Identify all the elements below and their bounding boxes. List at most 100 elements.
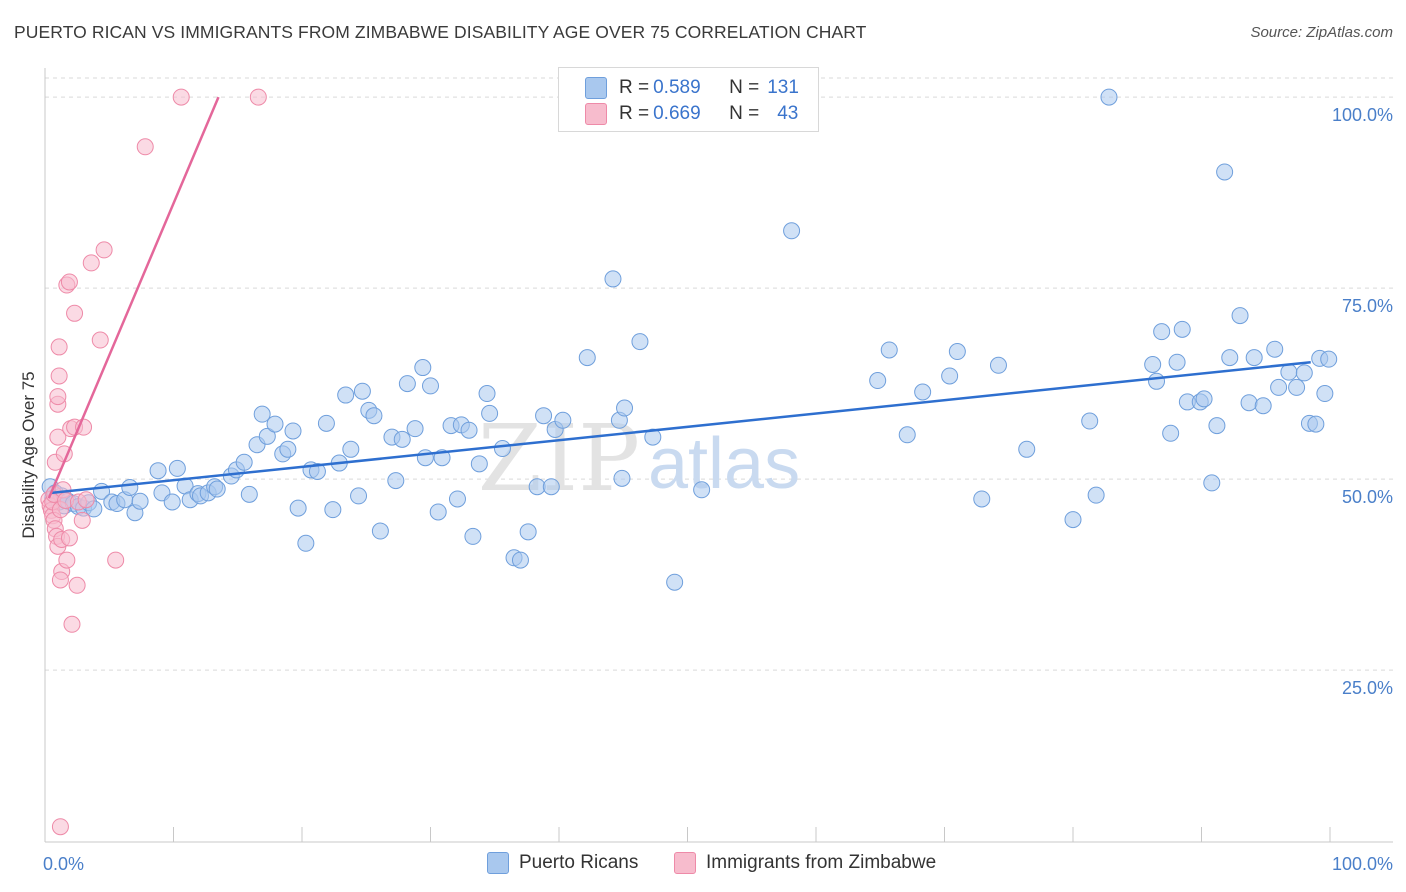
point-puerto-ricans <box>429 503 447 521</box>
point-puerto-ricans <box>393 430 411 448</box>
point-puerto-ricans <box>416 449 434 467</box>
point-puerto-ricans <box>464 527 482 545</box>
point-puerto-ricans <box>342 440 360 458</box>
point-puerto-ricans <box>554 411 572 429</box>
point-puerto-ricans <box>284 422 302 440</box>
point-puerto-ricans <box>1216 163 1234 181</box>
point-puerto-ricans <box>914 383 932 401</box>
point-puerto-ricans <box>131 492 149 510</box>
point-puerto-ricans <box>1280 363 1298 381</box>
point-puerto-ricans <box>1064 511 1082 529</box>
legend-r-value: 0.669 <box>653 103 701 124</box>
point-puerto-ricans <box>1266 340 1284 358</box>
point-puerto-ricans <box>1254 397 1272 415</box>
legend-swatch-blue <box>585 77 607 99</box>
point-puerto-ricans <box>1203 474 1221 492</box>
chart-title: PUERTO RICAN VS IMMIGRANTS FROM ZIMBABWE… <box>14 22 867 42</box>
point-puerto-ricans <box>317 414 335 432</box>
legend-swatch-pink <box>585 103 607 125</box>
point-zimbabwe <box>95 241 113 259</box>
y-tick-label: 100.0% <box>1332 105 1393 125</box>
axes <box>44 68 1393 843</box>
legend-r-label: R = <box>619 77 650 98</box>
point-zimbabwe <box>73 511 91 529</box>
point-puerto-ricans <box>1144 356 1162 373</box>
point-zimbabwe <box>50 367 68 385</box>
legend-r-label: R = <box>619 103 650 124</box>
point-puerto-ricans <box>631 333 649 351</box>
legend-r-value: 0.589 <box>653 77 701 98</box>
point-puerto-ricans <box>1018 440 1036 458</box>
point-puerto-ricans <box>989 356 1007 374</box>
series-immigrants-from-zimbabwe <box>40 88 267 836</box>
y-axis-label: Disability Age Over 75 <box>19 371 38 538</box>
point-puerto-ricans <box>1087 486 1105 504</box>
point-puerto-ricans <box>460 421 478 439</box>
point-puerto-ricans <box>1148 372 1166 390</box>
point-puerto-ricans <box>542 478 560 496</box>
point-puerto-ricans <box>289 499 307 517</box>
point-zimbabwe <box>68 576 86 594</box>
point-puerto-ricans <box>1320 350 1338 368</box>
point-puerto-ricans <box>616 399 634 417</box>
point-puerto-ricans <box>253 405 271 423</box>
point-puerto-ricans <box>666 573 684 591</box>
point-puerto-ricans <box>121 479 139 497</box>
legend-label: Immigrants from Zimbabwe <box>706 852 937 873</box>
point-zimbabwe <box>50 338 68 356</box>
point-zimbabwe <box>91 331 109 349</box>
point-puerto-ricans <box>163 493 181 511</box>
legend-row-puerto-ricans: R = 0.589 N = 131 <box>585 76 799 100</box>
point-zimbabwe <box>66 304 84 322</box>
point-puerto-ricans <box>519 523 537 541</box>
source-label: Source: ZipAtlas.com <box>1250 24 1393 41</box>
point-zimbabwe <box>107 551 125 569</box>
point-puerto-ricans <box>279 440 297 458</box>
point-puerto-ricans <box>1288 378 1306 396</box>
point-puerto-ricans <box>398 375 416 393</box>
point-puerto-ricans <box>422 377 439 395</box>
point-zimbabwe <box>60 529 78 547</box>
point-puerto-ricans <box>1270 378 1288 396</box>
point-puerto-ricans <box>371 522 389 540</box>
point-puerto-ricans <box>898 426 916 444</box>
point-puerto-ricans <box>337 386 355 404</box>
y-tick-label: 50.0% <box>1342 487 1393 507</box>
point-puerto-ricans <box>266 415 284 433</box>
point-puerto-ricans <box>1162 424 1180 442</box>
point-zimbabwe <box>49 428 67 446</box>
legend-swatch-pink <box>674 852 696 874</box>
point-puerto-ricans <box>406 420 424 438</box>
point-puerto-ricans <box>783 222 801 240</box>
point-puerto-ricans <box>528 478 546 496</box>
legend-n-value: 131 <box>767 77 799 98</box>
tick-labels: 25.0% 50.0% 75.0% 100.0% 0.0% 100.0% Disabilit… <box>19 105 1393 874</box>
point-puerto-ricans <box>1168 353 1186 371</box>
point-puerto-ricans <box>880 341 898 359</box>
point-puerto-ricans <box>149 462 167 480</box>
legend-n-value: 43 <box>777 103 799 124</box>
point-puerto-ricans <box>535 407 553 425</box>
legend-row-zimbabwe: R = 0.669 N = 43 <box>585 102 798 126</box>
point-puerto-ricans <box>604 270 622 288</box>
trend-lines <box>47 96 1311 499</box>
point-puerto-ricans <box>208 480 226 498</box>
point-zimbabwe <box>249 88 267 106</box>
point-zimbabwe <box>49 388 67 406</box>
point-puerto-ricans <box>1173 320 1191 338</box>
point-zimbabwe <box>136 138 154 156</box>
point-puerto-ricans <box>1153 323 1171 341</box>
point-puerto-ricans <box>973 490 991 508</box>
point-puerto-ricans <box>365 407 383 425</box>
point-zimbabwe <box>58 551 76 569</box>
point-zimbabwe <box>82 254 100 272</box>
point-puerto-ricans <box>511 551 529 569</box>
point-zimbabwe <box>51 818 69 836</box>
point-puerto-ricans <box>1316 385 1334 403</box>
point-puerto-ricans <box>644 428 662 446</box>
x-tick-label: 0.0% <box>43 854 84 874</box>
point-puerto-ricans <box>168 459 186 477</box>
trend-line-puerto-ricans <box>51 360 1311 495</box>
point-puerto-ricans <box>470 455 488 473</box>
point-puerto-ricans <box>387 472 405 490</box>
